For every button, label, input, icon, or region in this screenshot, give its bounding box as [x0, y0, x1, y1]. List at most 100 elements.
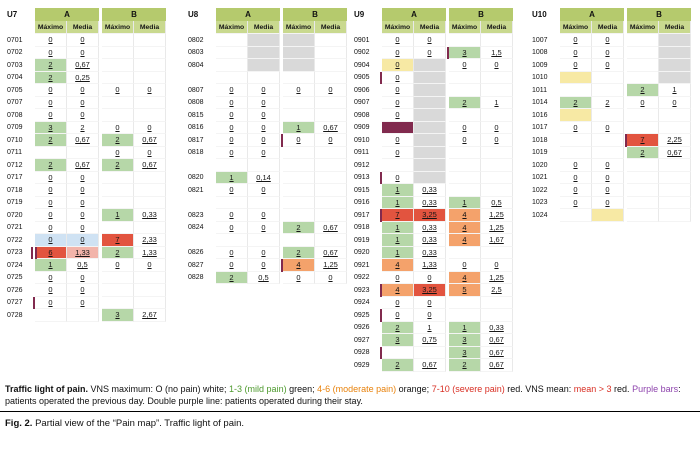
cell-a-media: 0 — [248, 121, 280, 134]
table-row: 1010 — [530, 71, 691, 84]
group-gap — [446, 346, 449, 359]
row-label — [186, 159, 216, 172]
cell-b-maximo — [449, 246, 481, 259]
table-header-groups: U7 A B — [5, 8, 166, 21]
pain-value: 0 — [229, 135, 234, 145]
table-row: 0818 0 0 — [186, 146, 347, 159]
cell-b-media: 0 — [134, 121, 166, 134]
row-label: 0721 — [7, 224, 23, 232]
table-header-columns: Máximo Media Máximo Media — [186, 21, 347, 34]
table-row: 0725 0 0 — [5, 271, 166, 284]
group-gap — [99, 196, 102, 209]
group-gap — [446, 34, 449, 47]
cell-b-media — [134, 71, 166, 84]
group-gap — [446, 209, 449, 222]
group-gap — [624, 196, 627, 209]
cell-a-media — [592, 109, 624, 122]
cell-b-maximo — [627, 34, 659, 47]
table-row: 0728 3 2,67 — [5, 309, 166, 322]
group-gap — [99, 96, 102, 109]
cell-b-media: 0,67 — [481, 346, 513, 359]
pain-value: 2 — [115, 135, 120, 145]
group-gap — [446, 259, 449, 272]
cell-b-maximo: 5 — [449, 284, 481, 297]
pain-value: 0 — [80, 85, 85, 95]
pain-value: 0 — [395, 85, 400, 95]
cell-b-media: 1,33 — [134, 246, 166, 259]
table-row: 0826 0 0 2 0,67 — [186, 246, 347, 259]
table-row: 1020 0 0 — [530, 159, 691, 172]
cell-a-media: 0,14 — [248, 171, 280, 184]
pain-value: 0 — [48, 272, 53, 282]
group-gap — [446, 84, 449, 97]
cell-b-maximo: 0 — [283, 271, 315, 284]
table-row-spacer — [186, 234, 347, 247]
cell-a-media: 0 — [67, 271, 99, 284]
cell-b-media — [659, 159, 691, 172]
cell-a-maximo: 0 — [35, 34, 67, 47]
row-label: 0727 — [7, 299, 23, 307]
cell-a-maximo — [216, 196, 248, 209]
group-gap — [280, 109, 283, 122]
pain-value: 0,67 — [323, 222, 338, 232]
pain-value: 0 — [229, 97, 234, 107]
cell-b-maximo — [283, 234, 315, 247]
pain-value: 0 — [229, 85, 234, 95]
cell-a-maximo: 0 — [382, 34, 414, 47]
cell-b-maximo: 0 — [627, 96, 659, 109]
pain-value: 1 — [296, 122, 301, 132]
table-row: 0911 0 — [352, 146, 513, 159]
pain-value: 0 — [395, 35, 400, 45]
cell-a-media: 0 — [248, 96, 280, 109]
pain-value: 1 — [395, 247, 400, 257]
table-row: 0802 — [186, 34, 347, 47]
table-row: 0726 0 0 — [5, 284, 166, 297]
row-label: 1024 — [532, 211, 548, 219]
cell-a-maximo: 0 — [35, 96, 67, 109]
cell-a-media — [414, 109, 446, 122]
pain-value: 0 — [395, 310, 400, 320]
table-row: 0727 0 0 — [5, 296, 166, 309]
cell-a-maximo — [382, 121, 414, 134]
pain-table-u8: U8 A B Máximo Media Máximo Media 0802 0803 0804 08… — [186, 8, 347, 284]
row-label: 0718 — [7, 186, 23, 194]
cell-b-media — [315, 109, 347, 122]
cell-b-media: 0,67 — [481, 359, 513, 372]
pain-value: 0 — [573, 172, 578, 182]
table-row: 0928 3 0,67 — [352, 346, 513, 359]
cell-b-media: 0 — [315, 84, 347, 97]
pain-value: 4 — [462, 222, 467, 232]
cell-a-maximo — [216, 234, 248, 247]
group-gap — [280, 34, 283, 47]
group-gap — [99, 59, 102, 72]
cell-b-maximo: 0 — [102, 84, 134, 97]
cell-b-maximo: 1 — [283, 121, 315, 134]
cell-a-maximo: 0 — [35, 46, 67, 59]
table-header-columns: Máximo Media Máximo Media — [352, 21, 513, 34]
cell-a-media: 0 — [248, 209, 280, 222]
cell-b-maximo: 0 — [449, 121, 481, 134]
group-gap — [99, 84, 102, 97]
cell-a-maximo — [560, 146, 592, 159]
cell-a-maximo: 0 — [382, 171, 414, 184]
cell-a-maximo: 0 — [35, 196, 67, 209]
pain-value: 0 — [48, 110, 53, 120]
group-gap — [99, 209, 102, 222]
pain-value: 3 — [462, 347, 467, 357]
cell-a-media: 0 — [248, 109, 280, 122]
group-gap — [624, 71, 627, 84]
cell-b-media — [315, 71, 347, 84]
table-row: 0719 0 0 — [5, 196, 166, 209]
pain-table-u9: U9 A B Máximo Media Máximo Media 0901 0 0 0902 0 0 3 1… — [352, 8, 513, 372]
cell-b-maximo: 2 — [102, 246, 134, 259]
cell-b-maximo: 4 — [283, 259, 315, 272]
pain-value: 0 — [48, 235, 53, 245]
table-row: 0907 0 2 1 — [352, 96, 513, 109]
cell-a-maximo: 1 — [382, 246, 414, 259]
row-label: 0817 — [188, 136, 204, 144]
pain-value: 0 — [261, 247, 266, 257]
cell-b-media — [659, 196, 691, 209]
purple-bar — [379, 309, 382, 322]
cell-a-maximo: 0 — [216, 184, 248, 197]
group-gap — [99, 134, 102, 147]
